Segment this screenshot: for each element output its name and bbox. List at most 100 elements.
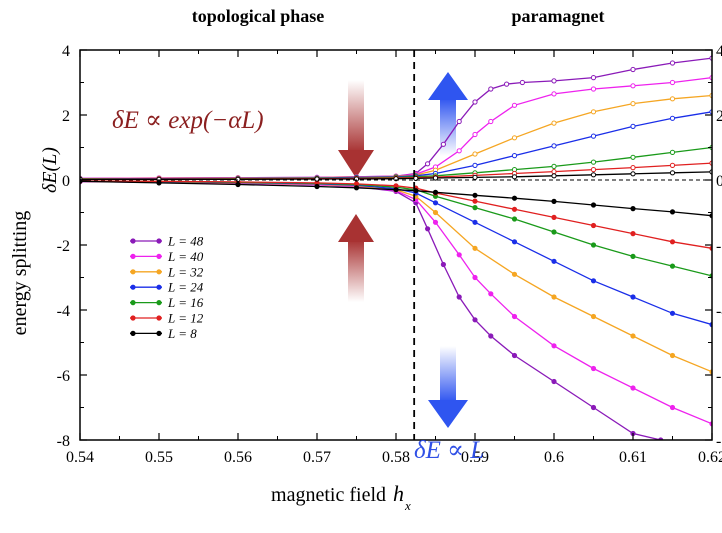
legend-swatch-marker bbox=[156, 330, 162, 336]
data-point bbox=[472, 174, 478, 180]
data-point bbox=[590, 109, 597, 115]
data-point bbox=[590, 75, 597, 81]
data-point bbox=[440, 261, 446, 268]
data-point bbox=[314, 183, 320, 190]
data-point bbox=[432, 189, 439, 195]
data-point bbox=[590, 365, 597, 372]
x-tick-label: 0.57 bbox=[303, 449, 331, 466]
data-point bbox=[472, 219, 478, 225]
data-point bbox=[511, 102, 518, 108]
data-point bbox=[353, 185, 360, 191]
data-point bbox=[432, 175, 439, 181]
legend-swatch-marker bbox=[130, 269, 136, 275]
data-point bbox=[235, 181, 241, 188]
legend-item: L = 12 bbox=[130, 311, 204, 326]
y-axis-title-group: energy splitting bbox=[9, 211, 31, 336]
y-tick-label-right: 4 bbox=[716, 43, 722, 60]
data-point bbox=[156, 180, 162, 186]
legend-swatch-marker bbox=[130, 284, 136, 290]
data-point bbox=[590, 278, 597, 284]
y-tick-label: -8 bbox=[57, 433, 70, 450]
data-point bbox=[511, 313, 518, 320]
legend-swatch-marker bbox=[156, 300, 162, 306]
data-point bbox=[472, 162, 478, 168]
legend-item: L = 40 bbox=[130, 249, 204, 264]
data-point bbox=[472, 205, 478, 211]
data-point bbox=[432, 209, 439, 216]
data-point bbox=[590, 86, 597, 92]
legend-swatch-marker bbox=[130, 330, 136, 336]
data-point bbox=[630, 66, 636, 73]
data-point bbox=[472, 198, 478, 204]
annotation-linear: δE ∝ L bbox=[414, 437, 484, 464]
legend-label: L = 48 bbox=[167, 234, 204, 249]
region-label-paramagnet: paramagnet bbox=[512, 6, 605, 26]
data-point bbox=[511, 153, 518, 159]
legend-swatch-marker bbox=[130, 253, 136, 259]
legend-item: L = 24 bbox=[130, 280, 204, 295]
data-point bbox=[630, 123, 636, 130]
data-point bbox=[551, 378, 557, 385]
data-point bbox=[590, 167, 597, 173]
data-point bbox=[630, 294, 636, 300]
red-arrow-down-icon bbox=[338, 80, 374, 178]
data-point bbox=[551, 198, 557, 204]
y-axis-title: energy splitting bbox=[9, 211, 31, 336]
x-tick-label: 0.54 bbox=[66, 449, 94, 466]
data-point bbox=[488, 118, 494, 125]
x-tick-label: 0.6 bbox=[544, 449, 564, 466]
data-point bbox=[511, 135, 518, 141]
x-axis-title: magnetic field bbox=[271, 484, 386, 506]
x-axis-symbol-subscript: x bbox=[404, 498, 411, 513]
y-tick-label-right: 0 bbox=[716, 173, 722, 190]
data-point bbox=[488, 86, 494, 92]
data-point bbox=[511, 239, 518, 245]
data-point bbox=[669, 209, 676, 215]
legend-label: L = 8 bbox=[167, 326, 197, 341]
x-tick-label: 0.55 bbox=[145, 449, 173, 466]
data-point bbox=[472, 99, 478, 105]
data-point bbox=[590, 242, 597, 248]
y-tick-label: 0 bbox=[62, 173, 70, 190]
data-point bbox=[630, 385, 636, 391]
data-point bbox=[393, 187, 399, 193]
data-point bbox=[590, 313, 597, 320]
x-tick-label: 0.62 bbox=[698, 449, 722, 466]
y-tick-label-right: -8 bbox=[716, 433, 722, 450]
data-point bbox=[669, 162, 676, 168]
data-point bbox=[590, 172, 597, 178]
data-point bbox=[590, 133, 597, 139]
legend-label: L = 16 bbox=[167, 295, 204, 310]
y-tick-label-right: -4 bbox=[716, 303, 722, 320]
red-arrow-up-icon bbox=[338, 214, 374, 302]
legend-swatch-marker bbox=[156, 238, 162, 244]
data-point bbox=[551, 163, 557, 169]
data-point bbox=[511, 206, 518, 212]
legend-swatch-marker bbox=[156, 253, 162, 259]
data-point bbox=[630, 165, 636, 171]
legend-swatch-marker bbox=[156, 284, 162, 290]
data-point bbox=[456, 294, 462, 300]
legend-label: L = 12 bbox=[167, 311, 204, 326]
x-tick-label: 0.59 bbox=[461, 449, 489, 466]
reference-lines bbox=[80, 50, 712, 440]
y-tick-label: 2 bbox=[62, 108, 70, 125]
y-tick-label-right: -2 bbox=[716, 238, 722, 255]
legend-label: L = 32 bbox=[167, 264, 204, 279]
data-point bbox=[669, 79, 676, 86]
legend-swatch-marker bbox=[156, 269, 162, 275]
y-tick-label: 4 bbox=[62, 43, 70, 60]
data-point bbox=[472, 317, 478, 323]
data-point bbox=[551, 258, 557, 264]
x-tick-label: 0.56 bbox=[224, 449, 252, 466]
data-point bbox=[669, 310, 676, 316]
data-point bbox=[551, 143, 557, 149]
legend-item: L = 32 bbox=[130, 264, 204, 279]
y-tick-label: -4 bbox=[57, 303, 70, 320]
data-point bbox=[551, 343, 557, 349]
data-point bbox=[511, 271, 518, 277]
data-point bbox=[456, 118, 462, 125]
data-point bbox=[669, 170, 676, 176]
data-point bbox=[440, 141, 446, 147]
data-point bbox=[488, 291, 494, 297]
